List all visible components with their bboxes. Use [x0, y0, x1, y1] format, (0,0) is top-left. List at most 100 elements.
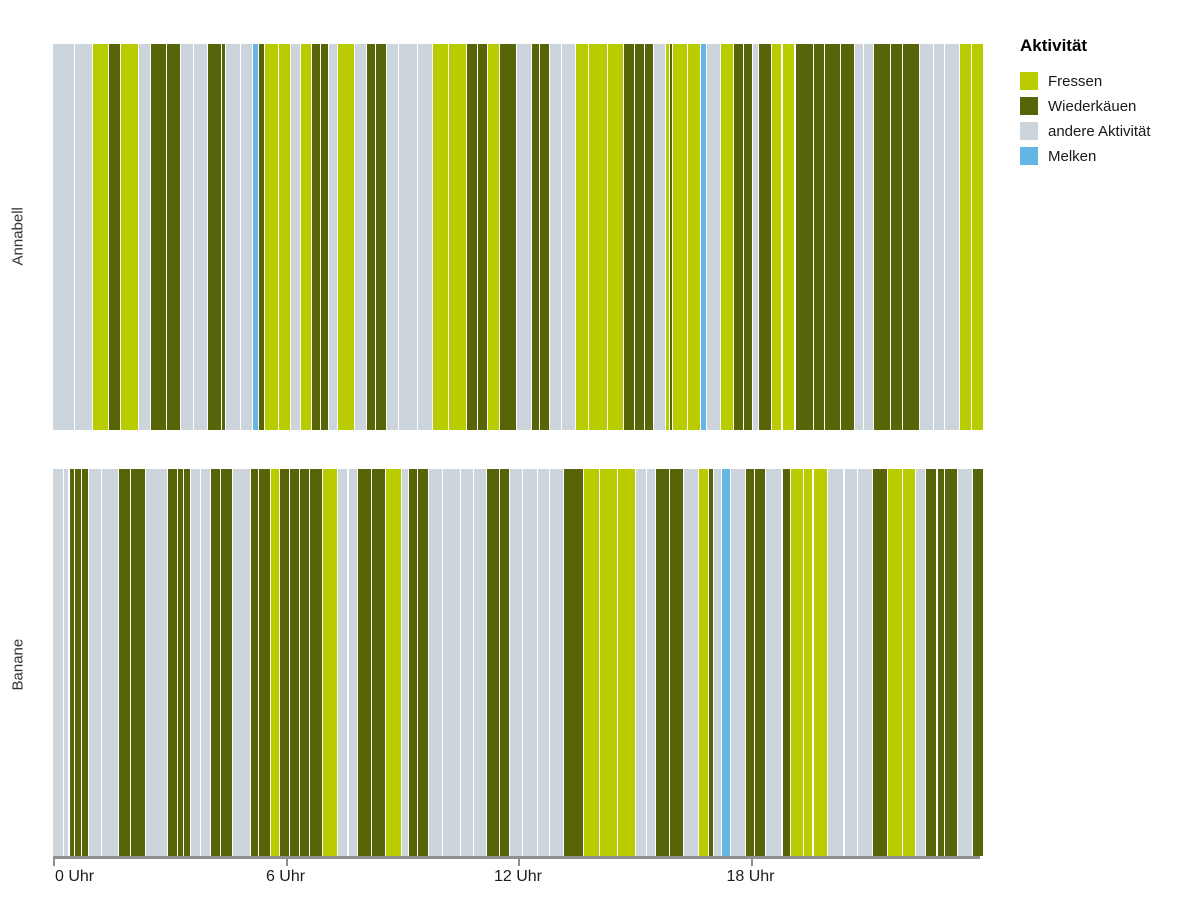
activity-segment-w: [374, 44, 386, 430]
activity-segment-w: [643, 44, 653, 430]
activity-segment-a: [932, 44, 945, 430]
activity-segment-f: [270, 469, 279, 856]
legend-item-andere-aktivit-t: andere Aktivität: [1020, 122, 1195, 140]
activity-segment-w: [795, 44, 813, 430]
activity-segment-f: [448, 44, 467, 430]
activity-segment-a: [101, 469, 119, 856]
activity-segment-a: [634, 469, 646, 856]
activity-segment-a: [74, 44, 93, 430]
activity-segment-a: [427, 469, 443, 856]
activity-segment-f: [664, 44, 670, 430]
activity-segment-w: [873, 44, 890, 430]
activity-segment-w: [366, 44, 375, 430]
activity-segment-a: [290, 44, 301, 430]
activity-segment-w: [972, 469, 983, 856]
x-axis-tick-label: 6 Uhr: [265, 868, 306, 885]
activity-segment-a: [683, 469, 699, 856]
activity-segment-f: [337, 44, 355, 430]
x-axis-tick: [285, 859, 288, 866]
legend-item-label: andere Aktivität: [1048, 122, 1151, 140]
activity-segment-f: [487, 44, 500, 430]
activity-segment-a: [537, 469, 549, 856]
activity-segment-w: [118, 469, 131, 856]
activity-segment-a: [442, 469, 460, 856]
activity-segment-a: [145, 469, 167, 856]
activity-segment-w: [669, 469, 684, 856]
activity-segment-m: [699, 44, 706, 430]
legend-item-fressen: Fressen: [1020, 72, 1195, 90]
legend-swatch-icon: [1020, 72, 1038, 90]
activity-segment-a: [560, 44, 575, 430]
activity-segment-w: [466, 44, 478, 430]
activity-segment-w: [68, 469, 75, 856]
x-axis-tick-label: 12 Uhr: [493, 868, 543, 885]
activity-segment-f: [582, 469, 600, 856]
activity-segment-w: [531, 44, 540, 430]
timeline-row-annabell: [53, 44, 983, 430]
activity-segment-w: [182, 469, 191, 856]
activity-segment-f: [790, 469, 803, 856]
activity-segment-w: [733, 44, 743, 430]
activity-segment-a: [417, 44, 432, 430]
activity-segment-w: [824, 44, 840, 430]
activity-segment-w: [839, 44, 854, 430]
activity-segment-w: [754, 469, 765, 856]
x-axis-tick: [53, 859, 55, 866]
activity-segment-w: [257, 44, 265, 430]
activity-segment-a: [327, 44, 338, 430]
activity-segment-a: [53, 469, 63, 856]
activity-segment-w: [477, 44, 488, 430]
activity-segment-w: [210, 469, 220, 856]
activity-segment-f: [120, 44, 139, 430]
legend-title: Aktivität: [1020, 36, 1088, 55]
activity-segment-a: [88, 469, 102, 856]
activity-segment-f: [971, 44, 983, 430]
legend-item-wiederk-uen: Wiederkäuen: [1020, 97, 1195, 115]
activity-segment-w: [221, 44, 226, 430]
activity-segment-w: [498, 469, 510, 856]
activity-segment-f: [599, 469, 617, 856]
activity-segment-w: [250, 469, 259, 856]
activity-segment-f: [92, 44, 108, 430]
activity-segment-a: [516, 44, 532, 430]
activity-segment-a: [62, 469, 69, 856]
activity-segment-w: [289, 469, 300, 856]
activity-segment-w: [871, 469, 887, 856]
activity-segment-f: [384, 469, 401, 856]
activity-segment-w: [781, 469, 791, 856]
activity-segment-a: [843, 469, 858, 856]
activity-segment-w: [707, 469, 713, 856]
activity-segment-f: [781, 44, 795, 430]
activity-segment-w: [812, 44, 825, 430]
row-label-annabell: Annabell: [9, 207, 27, 266]
activity-segment-a: [705, 44, 720, 430]
activity-segment-f: [686, 44, 700, 430]
activity-segment-f: [771, 44, 782, 430]
activity-segment-f: [431, 44, 449, 430]
legend-swatch-icon: [1020, 147, 1038, 165]
x-axis-tick: [518, 859, 520, 866]
activity-segment-a: [200, 469, 211, 856]
activity-segment-w: [370, 469, 385, 856]
activity-segment-w: [944, 469, 958, 856]
activity-segment-f: [671, 44, 687, 430]
activity-segment-a: [232, 469, 251, 856]
legend-swatch-icon: [1020, 122, 1038, 140]
activity-segment-a: [549, 44, 561, 430]
activity-segment-a: [549, 469, 563, 856]
activity-segment-a: [473, 469, 486, 856]
activity-segment-w: [654, 469, 670, 856]
activity-segment-w: [890, 44, 902, 430]
activity-segment-a: [347, 469, 358, 856]
activity-segment-a: [712, 469, 722, 856]
activity-segment-a: [652, 44, 665, 430]
activity-segment-w: [758, 44, 772, 430]
activity-segment-a: [826, 469, 844, 856]
activity-segment-f: [616, 469, 635, 856]
activity-segment-a: [521, 469, 538, 856]
activity-segment-a: [400, 469, 408, 856]
activity-segment-a: [337, 469, 348, 856]
activity-segment-w: [206, 44, 222, 430]
activity-segment-w: [357, 469, 371, 856]
activity-segment-a: [385, 44, 398, 430]
